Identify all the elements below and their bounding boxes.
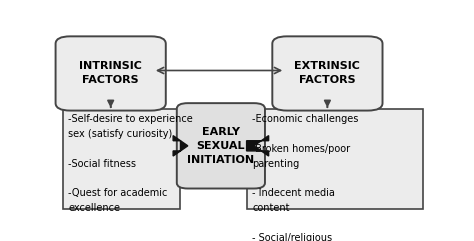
FancyBboxPatch shape (63, 109, 181, 209)
Polygon shape (173, 136, 188, 156)
Text: EARLY
SEXUAL
INITIATION: EARLY SEXUAL INITIATION (187, 127, 255, 165)
Text: EXTRINSIC
FACTORS: EXTRINSIC FACTORS (294, 61, 360, 86)
Text: -Self-desire to experience
sex (satisfy curiosity)

-Social fitness

-Quest for : -Self-desire to experience sex (satisfy … (68, 114, 193, 213)
Text: INTRINSIC
FACTORS: INTRINSIC FACTORS (79, 61, 142, 86)
Polygon shape (246, 136, 269, 156)
FancyBboxPatch shape (55, 36, 166, 111)
FancyBboxPatch shape (246, 109, 423, 209)
FancyBboxPatch shape (272, 36, 383, 111)
FancyBboxPatch shape (177, 103, 265, 188)
Text: -Economic challenges

-Broken homes/poor
parenting

- Indecent media
content

- : -Economic challenges -Broken homes/poor … (252, 114, 366, 241)
